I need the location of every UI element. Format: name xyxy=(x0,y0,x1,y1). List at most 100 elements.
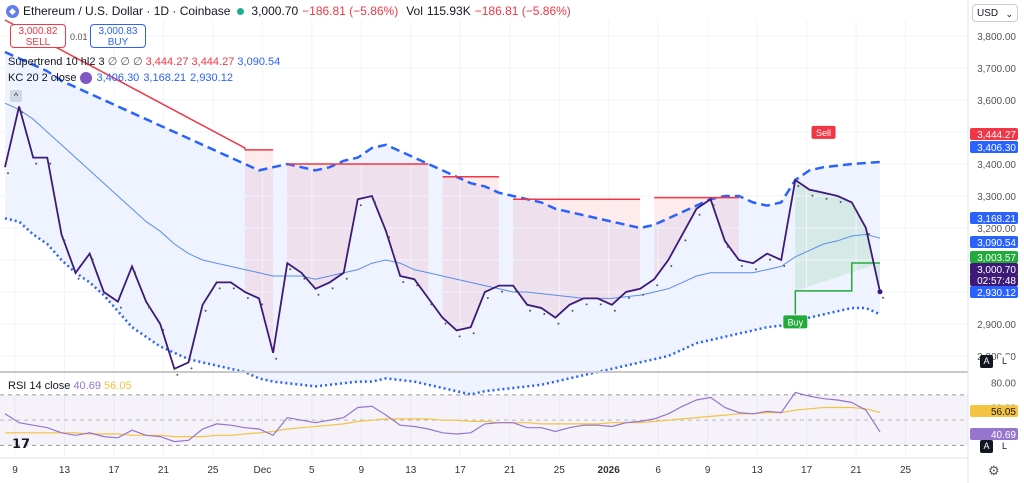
supertrend-value-2: 3,444.27 xyxy=(191,56,235,68)
price-dot xyxy=(7,172,9,175)
sell-signal-badge xyxy=(811,125,836,139)
supertrend-value-3: 3,090.54 xyxy=(237,56,281,68)
price-axis-tag xyxy=(970,251,1018,263)
x-tick-label: 9 xyxy=(12,465,18,476)
price-dot xyxy=(613,309,616,312)
log-scale-button[interactable]: L xyxy=(998,355,1011,368)
price-dot xyxy=(599,303,602,306)
price-dot xyxy=(500,290,503,293)
symbol-legend[interactable]: ◆ Ethereum / U.S. Dollar · 1D · Coinbase… xyxy=(6,4,571,18)
x-tick-label: 25 xyxy=(554,465,566,476)
y-tick-label: 3,200.00 xyxy=(977,224,1016,235)
supertrend-symbols: ∅ ∅ ∅ xyxy=(107,56,143,68)
price-dot xyxy=(303,277,306,280)
x-tick-label: 17 xyxy=(108,465,120,476)
price-dot xyxy=(585,303,588,306)
y-tick-label: 3,600.00 xyxy=(977,96,1016,107)
x-tick-label: 25 xyxy=(207,465,219,476)
supertrend-down-fill xyxy=(287,164,429,299)
rsi-ma-value: 56.05 xyxy=(104,380,132,392)
last-price-marker xyxy=(877,289,883,295)
price-dot xyxy=(853,207,856,210)
supertrend-label[interactable]: Supertrend 10 hl2 3 xyxy=(8,56,105,68)
kc-lower-value: 2,930.12 xyxy=(190,72,233,84)
price-dot xyxy=(275,357,278,360)
symbol-title[interactable]: Ethereum / U.S. Dollar · 1D · Coinbase xyxy=(23,4,231,18)
kc-legend[interactable]: KC 20 2 close 3,406.30 3,168.21 2,930.12 xyxy=(8,72,233,84)
supertrend-value-1: 3,444.27 xyxy=(145,56,189,68)
buy-label: BUY xyxy=(107,37,129,48)
price-dot xyxy=(472,332,475,335)
auto-scale-button[interactable]: A xyxy=(980,355,993,368)
price-axis-tag-label: 3,003.57 xyxy=(977,253,1016,264)
sell-label: SELL xyxy=(25,37,51,48)
y-tick-label: 3,400.00 xyxy=(977,160,1016,171)
rsi-log-scale-button[interactable]: L xyxy=(998,440,1011,453)
rsi-axis-tag xyxy=(970,405,1018,417)
buy-price: 3,000.83 xyxy=(98,26,138,37)
price-axis-tag-label: 02:57:48 xyxy=(977,276,1016,287)
currency-value: USD xyxy=(977,8,999,19)
price-dot xyxy=(783,265,786,267)
price-axis-tag-label: 3,444.27 xyxy=(977,130,1016,141)
rsi-label[interactable]: RSI 14 close xyxy=(8,380,71,392)
price-dot xyxy=(176,373,179,376)
supertrend-up-fill xyxy=(795,180,880,292)
kc-label[interactable]: KC 20 2 close xyxy=(8,72,77,84)
kc-settings-icon[interactable] xyxy=(80,72,93,84)
price-dot xyxy=(416,284,419,287)
price-dot xyxy=(289,268,292,271)
price-axis-tag xyxy=(970,128,1018,140)
rsi-axis-tag-label: 56.05 xyxy=(991,407,1016,418)
kc-middle-line xyxy=(4,102,881,299)
currency-select[interactable]: USD ⌄ xyxy=(972,4,1018,22)
price-dot xyxy=(204,309,207,312)
supertrend-legend[interactable]: Supertrend 10 hl2 3 ∅ ∅ ∅ 3,444.27 3,444… xyxy=(8,55,280,68)
x-tick-label: 17 xyxy=(455,465,467,476)
volume-label: Vol xyxy=(406,4,423,18)
ethereum-icon: ◆ xyxy=(6,4,19,18)
volume-value: 115.93K xyxy=(426,4,471,18)
price-dot xyxy=(246,297,249,299)
price-dot xyxy=(134,271,137,274)
price-axis-tag-label: 2,930.12 xyxy=(977,288,1016,299)
price-dot xyxy=(190,367,193,370)
price-dot xyxy=(515,290,518,293)
last-price: 3,000.70 xyxy=(251,4,299,18)
x-tick-label: 21 xyxy=(158,465,170,476)
price-axis-tag-label: 3,090.54 xyxy=(977,238,1016,249)
price-dot xyxy=(402,281,405,283)
x-tick-label: 2026 xyxy=(598,465,621,476)
tradingview-logo-icon[interactable]: 𝟭𝟳 xyxy=(12,436,31,451)
price-dot xyxy=(105,297,108,299)
price-dot xyxy=(49,162,52,165)
price-dot xyxy=(627,297,630,299)
price-dot xyxy=(797,185,800,187)
y-tick-label: 3,800.00 xyxy=(977,32,1016,43)
rsi-legend[interactable]: RSI 14 close 40.69 56.05 xyxy=(8,380,132,392)
supertrend-down-line xyxy=(4,19,246,150)
price-dot xyxy=(35,162,38,165)
volume-change: −186.81 (−5.86%) xyxy=(474,4,571,18)
price-dot xyxy=(63,239,66,242)
price-dot xyxy=(359,204,362,207)
price-axis-tag-label: 3,000.70 xyxy=(977,265,1016,276)
x-tick-label: 5 xyxy=(309,465,315,476)
price-dot xyxy=(119,306,122,309)
x-tick-label: 13 xyxy=(59,465,71,476)
rsi-y-tick-label: 80.00 xyxy=(991,378,1016,389)
sell-button[interactable]: 3,000.82 SELL xyxy=(10,24,66,48)
kc-band-fill xyxy=(5,52,880,395)
price-dot xyxy=(21,111,24,114)
rsi-auto-scale-button[interactable]: A xyxy=(980,440,993,453)
gear-icon[interactable]: ⚙ xyxy=(988,463,1000,478)
price-dot xyxy=(769,258,772,261)
buy-button[interactable]: 3,000.83 BUY xyxy=(90,24,146,48)
price-change: −186.81 (−5.86%) xyxy=(302,4,399,18)
x-tick-label: 6 xyxy=(655,465,661,476)
collapse-legend-icon[interactable]: ^ xyxy=(10,90,22,102)
price-axis-tag xyxy=(970,286,1018,298)
price-axis-tag-label: 3,168.21 xyxy=(977,214,1016,225)
price-dot xyxy=(430,303,433,306)
